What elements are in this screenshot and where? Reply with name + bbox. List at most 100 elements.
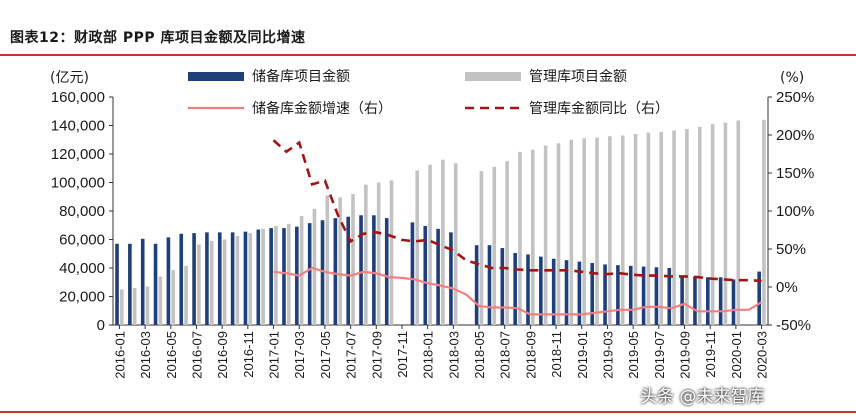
x-tick-label: 2019-03 — [600, 331, 615, 379]
managed-bar — [197, 244, 201, 325]
managed-bar — [633, 134, 638, 325]
x-tick-label: 2017-11 — [395, 331, 410, 378]
managed-bar — [351, 193, 355, 325]
x-tick-label: 2017-07 — [344, 331, 359, 379]
managed-bar — [209, 240, 214, 325]
managed-bar — [595, 137, 599, 325]
managed-bar — [531, 149, 535, 325]
managed-bar — [312, 208, 317, 325]
x-tick-label: 2016-11 — [241, 331, 256, 378]
reserve-bar — [192, 233, 196, 325]
reserve-bar — [436, 228, 440, 325]
reserve-bar — [320, 220, 325, 325]
managed-bar — [710, 124, 715, 325]
reserve-bar — [140, 238, 145, 325]
managed-bar — [569, 139, 574, 325]
reserve-bar — [217, 232, 222, 325]
left-tick-label: 140,000 — [51, 118, 105, 135]
right-axis-unit: (%) — [780, 70, 804, 86]
reserve-bar — [539, 256, 543, 325]
top-rule — [0, 54, 856, 56]
figure-title: 图表12：财政部 PPP 库项目金额及同比增速 — [10, 30, 306, 46]
managed-bar — [479, 171, 484, 325]
managed-bar — [608, 136, 612, 325]
axes — [109, 96, 772, 329]
managed-bar — [235, 235, 240, 325]
left-tick-label: 40,000 — [59, 260, 105, 277]
managed-bar — [222, 239, 227, 325]
x-tick-label: 2018-09 — [523, 331, 538, 379]
reserve-bar — [333, 218, 338, 325]
lines — [272, 139, 763, 316]
reserve-bar — [230, 232, 235, 325]
reserve-bar — [706, 277, 710, 325]
legend-swatch-managed — [465, 72, 521, 81]
managed-bar — [376, 182, 381, 325]
x-tick-label: 2019-01 — [575, 331, 590, 379]
reserve-bar — [423, 225, 428, 325]
managed-bar — [518, 151, 522, 325]
reserve-growth-line — [273, 266, 763, 316]
managed-bar — [325, 195, 330, 325]
watermark: 头条 @未来智库 — [640, 387, 765, 407]
reserve-bar — [205, 232, 209, 325]
x-tick-label: 2016-01 — [112, 331, 127, 379]
legend-label-reserve: 储备库项目金额 — [252, 68, 350, 85]
reserve-bar — [179, 233, 184, 325]
reserve-bar — [487, 245, 492, 325]
managed-bar — [659, 131, 664, 325]
x-tick-label: 2018-03 — [446, 331, 461, 379]
managed-bar — [762, 119, 766, 325]
reserve-bar — [654, 267, 659, 325]
legend-label-managed: 管理库项目金额 — [529, 69, 627, 85]
managed-bar — [184, 265, 188, 325]
right-tick-label: 0% — [776, 279, 798, 296]
x-tick-label: 2016-05 — [164, 331, 179, 379]
managed-bar — [145, 286, 150, 325]
reserve-bar — [564, 260, 569, 325]
reserve-bar — [359, 215, 363, 325]
managed-bar — [428, 164, 432, 325]
managed-bar — [697, 126, 702, 325]
managed-bar — [543, 145, 548, 325]
reserve-bar — [641, 266, 646, 325]
reserve-bar — [757, 271, 761, 325]
managed-bar — [453, 163, 458, 325]
x-tick-label: 2018-01 — [421, 331, 436, 379]
right-tick-label: 200% — [776, 127, 814, 144]
managed-bar — [171, 270, 175, 325]
x-tick-label: 2016-03 — [138, 331, 153, 379]
managed-bar — [364, 184, 368, 325]
reserve-bar — [346, 216, 350, 325]
managed-bar — [120, 289, 124, 325]
reserve-bar — [128, 243, 132, 325]
reserve-bar — [372, 215, 376, 325]
x-tick-label: 2016-07 — [189, 331, 204, 379]
x-tick-label: 2020-03 — [755, 331, 770, 379]
managed-bar — [261, 228, 265, 325]
reserve-bar — [474, 245, 479, 325]
left-tick-label: 120,000 — [51, 146, 105, 163]
reserve-bar — [449, 232, 453, 325]
managed-bar — [646, 132, 651, 325]
x-tick-label: 2017-05 — [318, 331, 333, 379]
reserve-bar — [384, 218, 389, 325]
reserve-bar — [616, 265, 620, 325]
x-tick-label: 2019-07 — [652, 331, 667, 379]
managed-bar — [389, 180, 394, 325]
managed-growth-line — [272, 139, 762, 283]
x-tick-label: 2017-01 — [267, 331, 282, 379]
managed-bar — [492, 166, 497, 325]
right-tick-label: -50% — [776, 317, 811, 334]
x-tick-label: 2019-05 — [626, 331, 641, 379]
x-tick-label: 2016-09 — [215, 331, 230, 379]
x-tick-label: 2018-07 — [498, 331, 513, 379]
managed-bar — [736, 120, 741, 325]
x-tick-label: 2018-05 — [472, 331, 487, 379]
bars — [115, 119, 766, 326]
reserve-bar — [718, 277, 723, 325]
managed-bar — [132, 287, 137, 325]
managed-bar — [415, 170, 420, 325]
reserve-bar — [410, 222, 415, 325]
